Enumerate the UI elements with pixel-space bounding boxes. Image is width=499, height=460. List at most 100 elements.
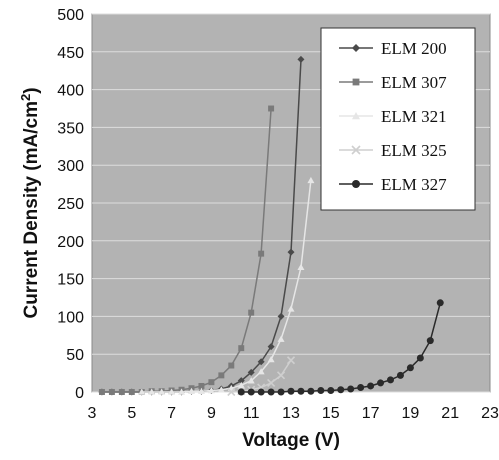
y-tick-label: 250 bbox=[57, 196, 84, 213]
x-tick-label: 5 bbox=[127, 405, 136, 422]
data-point bbox=[168, 388, 176, 395]
legend-marker bbox=[352, 78, 360, 86]
data-point bbox=[227, 387, 236, 397]
data-point bbox=[218, 372, 225, 379]
x-tick-label: 3 bbox=[88, 405, 97, 422]
y-tick-label: 400 bbox=[57, 83, 84, 100]
x-tick-label: 17 bbox=[362, 405, 380, 422]
x-axis-title: Voltage (V) bbox=[242, 430, 340, 451]
series-elm-321 bbox=[138, 176, 315, 395]
legend-label: ELM 307 bbox=[381, 73, 447, 92]
data-point bbox=[98, 389, 105, 395]
data-point bbox=[247, 377, 255, 384]
y-tick-label: 300 bbox=[57, 158, 84, 175]
data-point bbox=[108, 389, 115, 395]
legend-marker bbox=[351, 145, 361, 155]
y-axis-ticks: 0 50 100 150 200 250 300 350 400 450 500 bbox=[57, 7, 84, 402]
data-point bbox=[426, 337, 434, 345]
data-point bbox=[208, 379, 215, 386]
x-tick-label: 15 bbox=[322, 405, 340, 422]
data-point bbox=[287, 387, 295, 395]
x-tick-label: 19 bbox=[402, 405, 420, 422]
data-point bbox=[237, 388, 245, 396]
data-point bbox=[118, 389, 125, 395]
data-point bbox=[257, 368, 265, 375]
data-point bbox=[297, 55, 305, 63]
x-tick-label: 13 bbox=[282, 405, 300, 422]
data-point bbox=[396, 371, 404, 379]
data-point bbox=[258, 250, 265, 257]
y-axis-title-superscript: 2 bbox=[18, 94, 33, 101]
data-point bbox=[307, 387, 315, 395]
data-point bbox=[367, 382, 375, 390]
series-elm-327 bbox=[237, 299, 444, 396]
y-tick-label: 150 bbox=[57, 272, 84, 289]
legend-label: ELM 325 bbox=[381, 141, 447, 160]
legend-item-elm-307: ELM 307 bbox=[339, 73, 447, 92]
data-point bbox=[436, 299, 444, 307]
data-point bbox=[237, 381, 245, 388]
legend-marker bbox=[352, 112, 360, 120]
legend-box bbox=[320, 27, 476, 211]
data-point bbox=[416, 354, 424, 362]
x-tick-label: 11 bbox=[243, 405, 260, 422]
data-point bbox=[307, 176, 315, 184]
data-point bbox=[357, 383, 365, 391]
data-point bbox=[268, 105, 275, 112]
data-point bbox=[267, 378, 276, 387]
data-point bbox=[277, 335, 285, 342]
y-tick-label: 350 bbox=[57, 120, 84, 137]
data-point bbox=[188, 387, 195, 395]
y-axis-title: Current Density (mA/cm2) bbox=[18, 87, 42, 318]
legend-item-elm-321: ELM 321 bbox=[339, 107, 447, 126]
data-point bbox=[238, 345, 245, 352]
y-tick-label: 100 bbox=[57, 309, 84, 326]
data-point bbox=[247, 368, 255, 376]
data-point bbox=[158, 388, 166, 395]
data-point bbox=[257, 388, 265, 396]
data-point bbox=[207, 386, 215, 394]
legend-marker bbox=[352, 44, 360, 52]
y-tick-label: 500 bbox=[57, 7, 84, 24]
x-tick-label: 7 bbox=[167, 405, 176, 422]
data-point bbox=[198, 382, 205, 389]
data-point bbox=[138, 388, 146, 395]
legend-label: ELM 200 bbox=[381, 39, 447, 58]
y-axis-title-main: Current Density (mA/cm bbox=[21, 101, 42, 319]
x-tick-label: 21 bbox=[441, 405, 459, 422]
data-point bbox=[287, 248, 295, 256]
legend-item-elm-200: ELM 200 bbox=[339, 39, 447, 58]
data-point bbox=[387, 376, 394, 384]
y-tick-label: 450 bbox=[57, 45, 84, 62]
data-point bbox=[327, 386, 335, 394]
data-point bbox=[148, 388, 156, 395]
y-axis-title-end: ) bbox=[21, 87, 42, 93]
y-tick-label: 200 bbox=[57, 234, 84, 251]
data-point bbox=[406, 364, 414, 372]
data-point bbox=[337, 386, 345, 394]
data-point bbox=[178, 388, 186, 395]
data-point bbox=[287, 305, 295, 312]
data-point bbox=[247, 388, 255, 396]
data-point bbox=[277, 388, 285, 396]
data-point bbox=[217, 386, 225, 393]
legend-label: ELM 327 bbox=[381, 175, 447, 194]
data-point bbox=[267, 355, 275, 363]
legend: ELM 200 ELM 307 ELM 321 ELM 325 ELM 327 bbox=[320, 27, 476, 211]
data-point bbox=[277, 312, 285, 320]
y-tick-label: 0 bbox=[75, 385, 84, 402]
data-point bbox=[286, 356, 296, 365]
data-point bbox=[267, 388, 275, 396]
legend-item-elm-325: ELM 325 bbox=[339, 141, 447, 160]
data-point bbox=[237, 377, 245, 385]
legend-item-elm-327: ELM 327 bbox=[339, 175, 447, 194]
x-tick-label: 9 bbox=[207, 405, 216, 422]
legend-marker bbox=[352, 180, 360, 188]
x-axis-ticks: 3 5 7 9 11 13 15 17 19 21 23 bbox=[88, 405, 499, 422]
data-point bbox=[297, 263, 305, 271]
data-point bbox=[297, 387, 305, 395]
data-point bbox=[347, 385, 355, 393]
data-point bbox=[276, 371, 286, 380]
data-point bbox=[267, 343, 275, 351]
